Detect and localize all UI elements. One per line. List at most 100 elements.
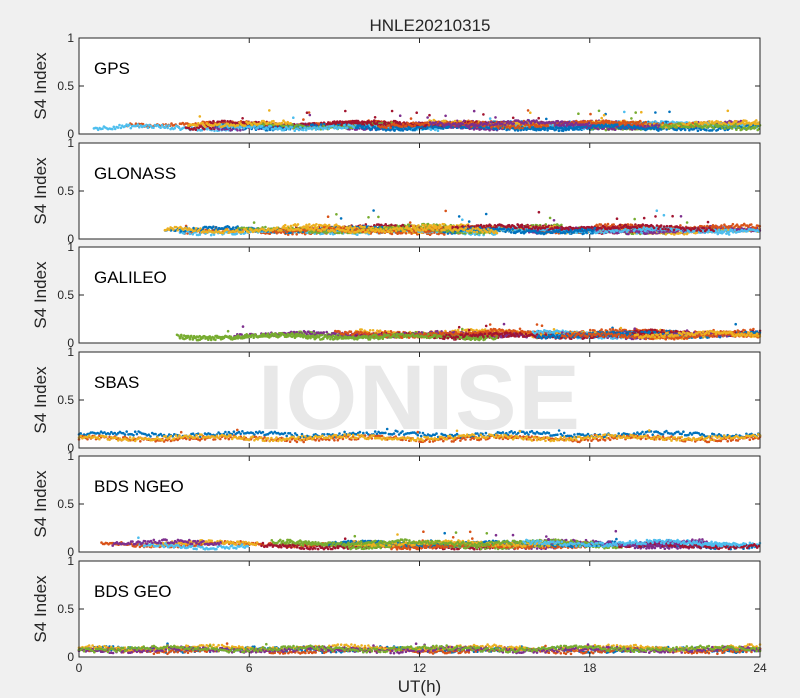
data-point [159,126,162,129]
data-point [560,120,564,123]
data-point [343,123,346,127]
data-point [373,116,377,119]
data-point [597,109,601,113]
data-point [136,123,140,126]
data-point [488,117,492,120]
data-point [501,122,504,126]
data-point [537,116,540,120]
data-point [304,123,307,126]
data-point [589,124,592,128]
data-point [434,121,438,124]
data-point [299,125,302,129]
data-point [167,124,171,127]
data-point [404,124,408,127]
data-point [650,123,654,127]
data-point [413,124,417,127]
data-point [528,125,531,129]
data-point [272,119,275,123]
data-point [401,129,405,132]
data-point [409,117,413,120]
data-point [119,126,123,130]
data-point [204,125,207,129]
data-point [212,119,215,123]
data-point [567,120,571,124]
data-point [243,124,247,127]
data-point [308,113,312,117]
data-point [516,129,520,132]
data-point [426,121,429,124]
data-point [344,109,347,113]
data-point [696,129,700,133]
data-point [440,127,443,130]
data-point [402,122,405,126]
data-point [708,120,711,123]
data-point [621,124,625,127]
data-point [634,111,637,114]
data-point [545,124,548,128]
data-point [218,122,221,126]
data-point [709,123,713,127]
data-point [266,121,270,125]
data-point [428,113,431,117]
data-point [302,118,305,121]
data-point [170,122,173,125]
data-point [390,109,394,113]
data-point [319,123,323,126]
data-point [511,116,515,120]
y-tick-label: 1 [67,31,74,45]
data-point [461,122,465,126]
data-point [623,110,626,114]
data-point [145,123,148,127]
data-point [482,127,486,130]
data-point [525,121,528,125]
data-point [111,127,114,131]
data-point [745,119,748,123]
data-point [450,125,453,128]
data-point [723,127,727,130]
data-point [730,127,734,130]
data-point [327,127,331,130]
data-point [596,127,600,131]
data-point [557,129,561,133]
data-point [236,124,240,127]
data-point [444,114,447,118]
data-point [683,128,687,132]
data-point [526,109,530,112]
figure-title: HNLE20210315 [370,16,491,35]
data-point [472,109,476,113]
data-point [475,120,478,123]
scatter-points [92,109,762,133]
data-point [726,109,730,113]
data-point [488,124,492,127]
data-point [302,128,305,132]
data-point [436,129,440,132]
data-point [630,117,633,120]
data-point [426,116,429,119]
data-point [747,121,751,125]
data-point [116,126,120,129]
data-point [675,126,679,129]
data-point [602,113,606,117]
data-point [358,121,362,124]
data-point [640,110,643,114]
data-point [292,116,295,119]
data-point [146,126,150,129]
data-point [406,128,409,131]
data-point [373,125,377,129]
data-point [412,121,415,124]
data-point [203,127,206,131]
data-point [410,124,414,128]
data-point [338,120,342,123]
data-point [266,127,270,131]
data-point [223,119,226,123]
data-point [587,121,591,125]
data-point [668,110,671,114]
data-point [389,126,392,130]
data-point [488,128,491,132]
data-point [494,116,497,119]
data-point [311,123,315,126]
data-point [128,123,131,126]
